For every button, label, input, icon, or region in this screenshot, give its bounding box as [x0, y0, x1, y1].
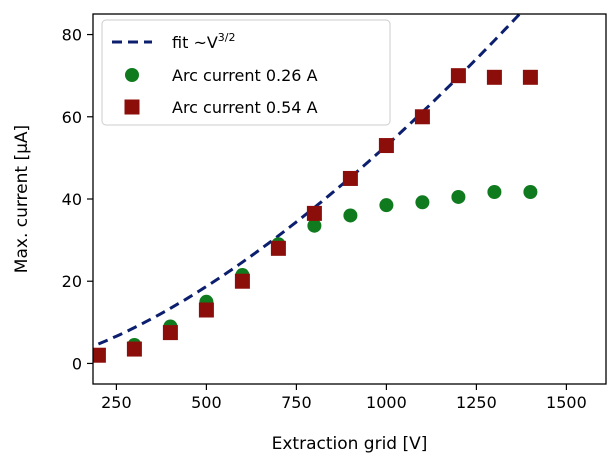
point-arc-026-1300 — [487, 185, 502, 200]
point-arc-026-1100 — [415, 195, 430, 210]
point-arc-026-1000 — [379, 198, 394, 213]
y-tick-label-40: 40 — [62, 190, 82, 209]
x-tick-label-1250: 1250 — [456, 393, 497, 412]
point-arc-054-1100 — [414, 109, 430, 125]
point-arc-026-900 — [343, 208, 358, 223]
x-tick-label-1500: 1500 — [546, 393, 587, 412]
legend-box — [101, 19, 391, 126]
y-tick-label-60: 60 — [62, 108, 82, 127]
point-arc-054-400 — [162, 325, 178, 341]
point-arc-054-1400 — [522, 69, 538, 85]
y-tick-label-0: 0 — [72, 354, 82, 373]
point-arc-054-300 — [126, 341, 142, 357]
point-arc-054-700 — [270, 240, 286, 256]
x-tick-label-500: 500 — [191, 393, 222, 412]
point-arc-054-600 — [234, 273, 250, 289]
point-arc-054-900 — [342, 170, 358, 186]
plot-content — [93, 14, 538, 363]
point-arc-054-500 — [198, 302, 214, 318]
y-tick-label-20: 20 — [62, 272, 82, 291]
x-tick-label-750: 750 — [281, 393, 312, 412]
x-axis-label: Extraction grid [V] — [272, 434, 428, 454]
legend-label-fit: fit ~V3/2 — [172, 31, 236, 52]
point-arc-026-1400 — [523, 185, 538, 200]
point-arc-054-800 — [306, 205, 322, 221]
point-arc-026-1200 — [451, 189, 466, 204]
point-arc-054-200 — [93, 347, 106, 363]
y-axis-label: Max. current [μA] — [12, 125, 32, 273]
point-arc-054-1000 — [378, 138, 394, 154]
x-axis-ticks: 250 500 750 1000 1250 1500 — [101, 384, 587, 412]
y-tick-label-80: 80 — [62, 26, 82, 45]
x-tick-label-250: 250 — [101, 393, 132, 412]
legend-label-1: Arc current 0.26 A — [172, 66, 318, 85]
x-tick-label-1000: 1000 — [366, 393, 407, 412]
legend: fit ~V3/2 Arc current 0.26 A Arc current 0… — [101, 19, 391, 126]
point-arc-026-800 — [307, 218, 322, 233]
legend-circle-swatch — [125, 68, 139, 82]
y-axis-ticks: 0 20 40 60 80 — [62, 26, 93, 373]
legend-square-swatch — [124, 99, 140, 115]
legend-label-2: Arc current 0.54 A — [172, 98, 318, 117]
point-arc-054-1200 — [450, 68, 466, 84]
point-arc-054-1300 — [486, 69, 502, 85]
